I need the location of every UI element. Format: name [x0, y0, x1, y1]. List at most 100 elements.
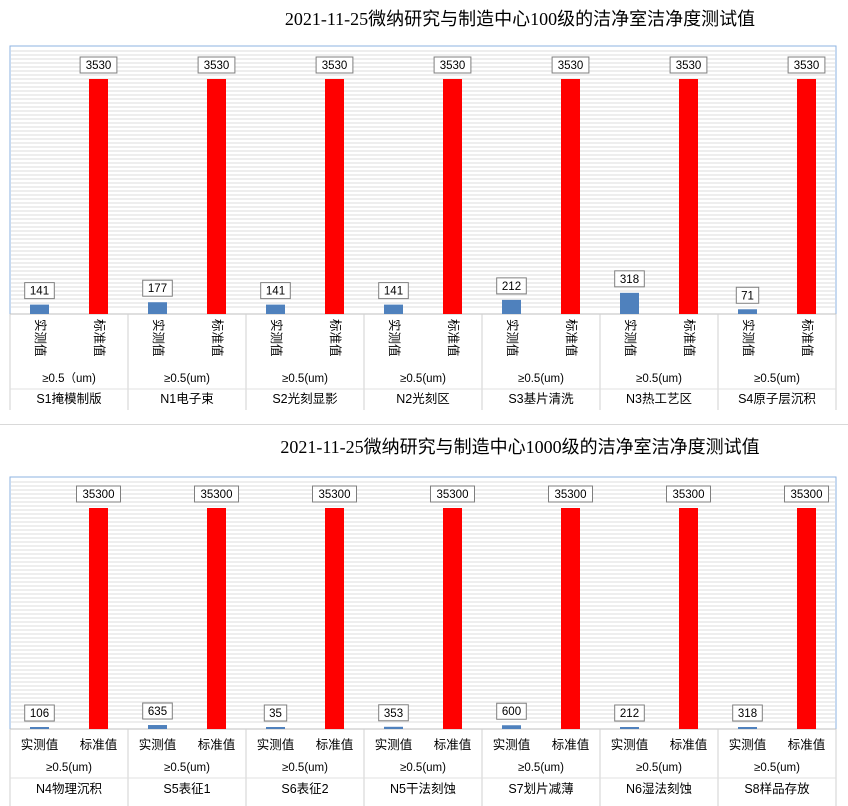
bar-standard-6 — [679, 508, 698, 729]
size-label: ≥0.5(um) — [46, 762, 92, 774]
size-label: ≥0.5(um) — [518, 762, 564, 774]
data-label-measured-box — [142, 702, 173, 720]
bar-measured-7 — [738, 727, 757, 729]
data-label-measured: 318 — [738, 708, 757, 720]
category-label: S6表征2 — [281, 782, 328, 796]
bar-measured-3 — [266, 304, 285, 314]
bar-standard-3 — [325, 79, 344, 314]
gridlines — [11, 481, 835, 723]
data-label-standard: 35300 — [673, 489, 705, 501]
bar-measured-4 — [384, 304, 403, 314]
data-label-measured: 106 — [30, 708, 49, 720]
bar-standard-1 — [89, 508, 108, 729]
data-label-measured: 141 — [266, 286, 285, 298]
data-label-standard-box — [787, 56, 826, 74]
data-label-measured-box — [142, 279, 173, 297]
series-label-measured: 实测值 — [151, 319, 166, 357]
data-label-standard: 3530 — [204, 60, 230, 72]
bar-standard-7 — [797, 508, 816, 729]
chart-separator — [0, 424, 848, 425]
size-label: ≥0.5(um) — [164, 373, 210, 385]
bar-measured-6 — [620, 727, 639, 729]
bar-measured-2 — [148, 725, 167, 729]
bar-standard-4 — [443, 79, 462, 314]
size-label: ≥0.5(um) — [518, 373, 564, 385]
data-label-standard-box — [430, 485, 475, 503]
category-label: N3热工艺区 — [626, 392, 692, 406]
data-label-standard-box — [669, 56, 708, 74]
data-label-standard-box — [76, 485, 121, 503]
category-label: S1掩模制版 — [36, 392, 102, 406]
data-label-standard: 3530 — [86, 60, 112, 72]
series-label-standard: 标准值 — [80, 737, 118, 752]
bar-measured-2 — [148, 302, 167, 314]
series-label-standard: 标准值 — [670, 737, 708, 752]
data-label-standard: 35300 — [791, 489, 823, 501]
series-label-standard: 标准值 — [682, 319, 697, 357]
series-label-measured: 实测值 — [21, 737, 59, 752]
data-label-standard: 3530 — [558, 60, 584, 72]
bar-measured-6 — [620, 292, 639, 314]
data-label-standard-box — [551, 56, 590, 74]
bar-measured-1 — [30, 304, 49, 314]
bar-standard-2 — [207, 79, 226, 314]
data-label-standard-box — [79, 56, 118, 74]
series-label-standard: 标准值 — [564, 319, 579, 357]
category-label: S7划片减薄 — [508, 781, 573, 796]
bar-standard-5 — [561, 79, 580, 314]
data-label-measured-box — [260, 282, 291, 300]
series-label-measured: 实测值 — [257, 737, 295, 752]
size-label: ≥0.5(um) — [754, 373, 800, 385]
chart-title: 2021-11-25微纳研究与制造中心100级的洁净室洁净度测试值 — [285, 9, 755, 29]
chart-1000-class: 2021-11-25微纳研究与制造中心1000级的洁净室洁净度测试值106353… — [9, 437, 837, 806]
series-label-measured: 实测值 — [375, 737, 413, 752]
data-label-standard: 3530 — [440, 60, 466, 72]
bar-measured-4 — [384, 726, 403, 729]
data-label-measured: 35 — [269, 708, 282, 720]
data-label-standard-box — [666, 485, 711, 503]
size-label: ≥0.5(um) — [282, 373, 328, 385]
data-label-measured-box — [263, 704, 288, 722]
data-label-standard: 35300 — [83, 489, 115, 501]
data-label-standard-box — [197, 56, 236, 74]
category-label: N1电子束 — [160, 392, 214, 406]
category-label: N2光刻区 — [396, 392, 449, 406]
category-label: S4原子层沉积 — [738, 392, 816, 406]
data-label-measured: 600 — [502, 706, 521, 718]
bar-measured-7 — [738, 309, 757, 314]
series-label-measured: 实测值 — [139, 737, 177, 752]
data-label-measured-box — [378, 704, 409, 722]
bar-standard-5 — [561, 508, 580, 729]
series-label-measured: 实测值 — [623, 319, 638, 357]
series-label-measured: 实测值 — [269, 319, 284, 357]
bar-standard-1 — [89, 79, 108, 314]
series-label-measured: 实测值 — [33, 319, 48, 357]
bar-standard-4 — [443, 508, 462, 729]
data-label-standard-box — [433, 56, 472, 74]
size-label: ≥0.5(um) — [636, 762, 682, 774]
series-label-standard: 标准值 — [434, 737, 472, 752]
bar-measured-1 — [30, 727, 49, 729]
data-label-measured-box — [496, 277, 527, 295]
series-label-standard: 标准值 — [788, 737, 826, 752]
data-label-standard: 35300 — [437, 489, 469, 501]
category-label: N5干法刻蚀 — [390, 782, 456, 796]
bar-measured-3 — [266, 727, 285, 729]
data-label-standard: 3530 — [676, 60, 702, 72]
series-label-measured: 实测值 — [505, 319, 520, 357]
size-label: ≥0.5(um) — [400, 373, 446, 385]
data-label-standard-box — [315, 56, 354, 74]
data-label-measured-box — [496, 702, 527, 720]
series-label-measured: 实测值 — [493, 737, 531, 752]
series-label-measured: 实测值 — [741, 319, 756, 357]
data-label-measured: 212 — [502, 281, 521, 293]
size-label: ≥0.5(um) — [400, 762, 446, 774]
bar-standard-6 — [679, 79, 698, 314]
series-label-standard: 标准值 — [92, 319, 107, 357]
category-label: N6湿法刻蚀 — [626, 781, 692, 796]
bar-standard-2 — [207, 508, 226, 729]
data-label-measured-box — [614, 270, 645, 288]
series-label-standard: 标准值 — [316, 737, 354, 752]
series-label-standard: 标准值 — [446, 319, 461, 357]
size-label: ≥0.5(um) — [636, 373, 682, 385]
